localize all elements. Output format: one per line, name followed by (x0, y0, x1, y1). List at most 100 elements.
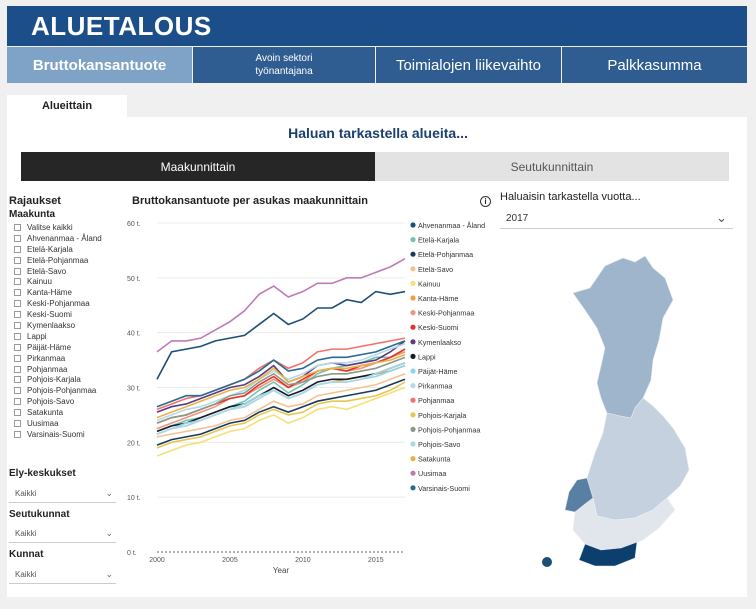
maakunta-option[interactable]: Pohjois-Pohjanmaa (14, 385, 124, 396)
checkbox[interactable] (14, 278, 21, 286)
checkbox[interactable] (14, 376, 21, 384)
checkbox[interactable] (14, 267, 21, 275)
legend-label: Uusimaa (418, 469, 446, 478)
checkbox[interactable] (14, 321, 21, 329)
legend-marker (410, 339, 416, 345)
maakunta-option[interactable]: Keski-Suomi (14, 309, 124, 320)
checkbox[interactable] (14, 430, 21, 438)
map-region-north[interactable] (572, 255, 674, 419)
checkbox[interactable] (14, 354, 21, 362)
year-dropdown[interactable]: 2017 ⌄ (500, 208, 733, 229)
legend-label: Kainuu (418, 279, 440, 288)
maakunta-option[interactable]: Kainuu (14, 276, 124, 287)
legend-marker (410, 383, 416, 389)
legend-label: Satakunta (418, 455, 450, 464)
maakunta-option[interactable]: Pohjois-Karjala (14, 374, 124, 385)
maakunta-option[interactable]: Ahvenanmaa - Åland (14, 233, 124, 244)
map-region-uusimaa[interactable] (578, 541, 638, 567)
checkbox[interactable] (14, 300, 21, 308)
toggle-maakunnittain[interactable]: Maakunnittain (21, 152, 375, 181)
seutukunnat-value: Kaikki (15, 529, 37, 538)
maakunta-option[interactable]: Pohjanmaa (14, 364, 124, 375)
legend-marker (410, 470, 416, 476)
chevron-down-icon: ⌄ (105, 488, 113, 498)
maakunta-option[interactable]: Pirkanmaa (14, 353, 124, 364)
series-line (156, 378, 406, 446)
option-label: Kainuu (27, 277, 52, 287)
legend-marker (410, 310, 416, 316)
option-label: Pohjois-Karjala (27, 375, 81, 385)
kunnat-label: Kunnat (9, 549, 44, 560)
maakunta-option[interactable]: Päijät-Häme (14, 342, 124, 353)
checkbox[interactable] (14, 387, 21, 395)
checkbox[interactable] (14, 289, 21, 297)
option-label: Kanta-Häme (27, 288, 72, 298)
legend-label: Keski-Pohjanmaa (418, 309, 474, 318)
map-region-middle[interactable] (586, 397, 690, 521)
maakunta-option[interactable]: Lappi (14, 331, 124, 342)
option-label: Kymenlaakso (27, 320, 76, 330)
map-region-ahvenanmaa[interactable] (542, 557, 552, 567)
y-tick-label: 40 t. (127, 331, 141, 338)
ely-dropdown[interactable]: Kaikki ⌄ (9, 485, 116, 503)
tab-palkkasumma[interactable]: Palkkasumma (562, 47, 747, 83)
legend-label: Kanta-Häme (418, 294, 458, 303)
option-label: Pohjois-Savo (27, 397, 75, 407)
series-line (156, 353, 406, 419)
checkbox[interactable] (14, 311, 21, 319)
checkbox[interactable] (14, 234, 21, 242)
checkbox[interactable] (14, 223, 21, 231)
maakunta-option[interactable]: Kanta-Häme (14, 287, 124, 298)
checkbox[interactable] (14, 332, 21, 340)
maakunta-option[interactable]: Etelä-Savo (14, 266, 124, 277)
checkbox[interactable] (14, 365, 21, 373)
ely-label: Ely-keskukset (9, 468, 76, 479)
checkbox[interactable] (14, 245, 21, 253)
series-line (156, 340, 406, 408)
checkbox[interactable] (14, 398, 21, 406)
series-line (156, 373, 406, 438)
checkbox[interactable] (14, 419, 21, 427)
option-label: Uusimaa (27, 418, 59, 428)
legend-label: Etelä-Pohjanmaa (418, 250, 473, 259)
maakunta-option[interactable]: Valitse kaikki (14, 222, 124, 233)
legend-label: Pirkanmaa (418, 382, 452, 391)
maakunta-label: Maakunta (9, 209, 56, 220)
checkbox[interactable] (14, 409, 21, 417)
map-region-west-coast[interactable] (564, 477, 594, 513)
legend-label: Pohjanmaa (418, 396, 454, 405)
kunnat-dropdown[interactable]: Kaikki ⌄ (9, 566, 116, 584)
legend-marker (410, 237, 416, 243)
maakunta-option[interactable]: Varsinais-Suomi (14, 429, 124, 440)
option-label: Ahvenanmaa - Åland (27, 233, 102, 243)
question-heading: Haluan tarkastella alueita... (288, 125, 468, 141)
chevron-down-icon: ⌄ (105, 569, 113, 579)
seutukunnat-dropdown[interactable]: Kaikki ⌄ (9, 525, 116, 543)
checkbox[interactable] (14, 256, 21, 264)
map-region-south[interactable] (572, 497, 676, 551)
maakunta-option[interactable]: Pohjois-Savo (14, 396, 124, 407)
legend-marker (410, 368, 416, 374)
finland-map[interactable] (535, 248, 705, 573)
maakunta-option[interactable]: Keski-Pohjanmaa (14, 298, 124, 309)
app-header: ALUETALOUS (7, 6, 747, 46)
info-icon[interactable]: i (480, 196, 491, 207)
tab-avoin-sektori[interactable]: Avoin sektori työnantajana (193, 47, 375, 83)
option-label: Päijät-Häme (27, 342, 72, 352)
series-line (156, 362, 406, 433)
legend-label: Keski-Suomi (418, 323, 459, 332)
maakunta-option[interactable]: Uusimaa (14, 418, 124, 429)
checkbox[interactable] (14, 343, 21, 351)
tab-toimialojen-liikevaihto[interactable]: Toimialojen liikevaihto (376, 47, 561, 83)
maakunta-option[interactable]: Satakunta (14, 407, 124, 418)
option-label: Pohjois-Pohjanmaa (27, 386, 97, 396)
maakunta-option[interactable]: Kymenlaakso (14, 320, 124, 331)
legend-marker (410, 222, 416, 228)
tab-bruttokansantuote[interactable]: Bruttokansantuote (7, 47, 192, 83)
maakunta-option[interactable]: Etelä-Karjala (14, 244, 124, 255)
tab-alueittain[interactable]: Alueittain (7, 95, 127, 117)
x-tick-label: 2005 (222, 557, 238, 564)
legend-label: Päijät-Häme (418, 367, 458, 376)
toggle-seutukunnittain[interactable]: Seutukunnittain (375, 152, 729, 181)
maakunta-option[interactable]: Etelä-Pohjanmaa (14, 255, 124, 266)
